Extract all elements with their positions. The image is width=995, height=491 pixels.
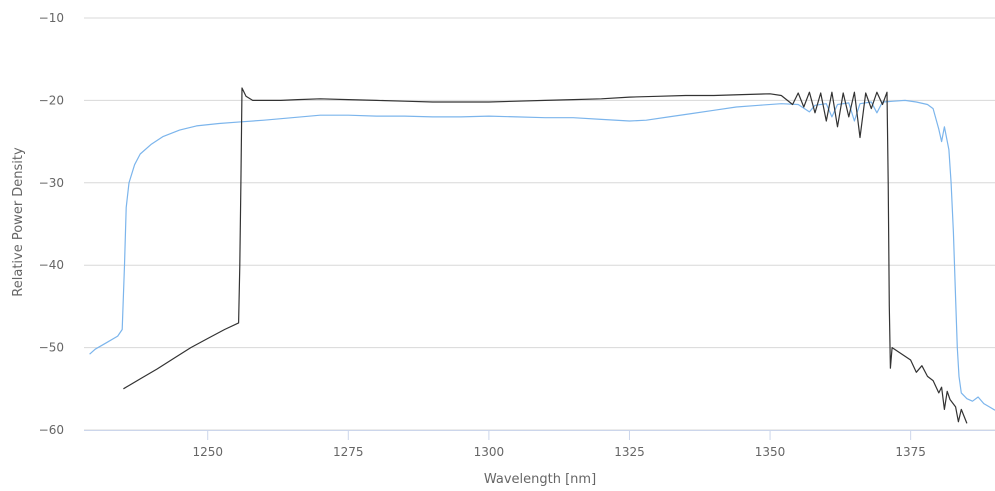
y-tick-label: −30 [39,176,64,190]
y-tick-label: −10 [39,11,64,25]
y-tick-label: −50 [39,341,64,355]
y-tick-label: −60 [39,423,64,437]
x-tick-label: 1350 [755,445,786,459]
series-line-black [123,87,968,424]
x-tick-label: 1300 [474,445,505,459]
x-axis-title: Wavelength [nm] [484,472,596,487]
y-axis: −10 −20 −30 −40 −50 −60 [39,11,64,437]
y-tick-label: −40 [39,258,64,272]
y-tick-label: −20 [39,93,64,107]
x-tick-label: 1275 [333,445,364,459]
grid [84,17,995,431]
x-tick-label: 1250 [192,445,223,459]
x-tick-label: 1325 [614,445,645,459]
series-layer [89,87,995,424]
series-line-blue [89,99,995,411]
x-axis: 1250 1275 1300 1325 1350 1375 [84,430,995,459]
x-tick-label: 1375 [895,445,926,459]
y-axis-title: Relative Power Density [11,147,26,297]
